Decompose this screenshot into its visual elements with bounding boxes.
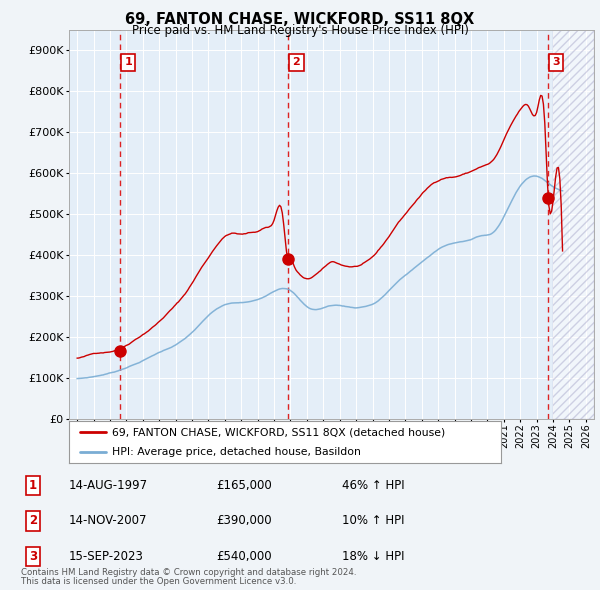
Text: 1: 1 bbox=[29, 479, 37, 492]
Bar bbox=[553, 30, 594, 419]
Text: £165,000: £165,000 bbox=[216, 479, 272, 492]
Text: 2: 2 bbox=[29, 514, 37, 527]
Text: 14-NOV-2007: 14-NOV-2007 bbox=[69, 514, 148, 527]
Text: 10% ↑ HPI: 10% ↑ HPI bbox=[342, 514, 404, 527]
Text: HPI: Average price, detached house, Basildon: HPI: Average price, detached house, Basi… bbox=[112, 447, 361, 457]
Text: 46% ↑ HPI: 46% ↑ HPI bbox=[342, 479, 404, 492]
Text: 1: 1 bbox=[124, 57, 132, 67]
Text: 3: 3 bbox=[552, 57, 560, 67]
Text: £540,000: £540,000 bbox=[216, 550, 272, 563]
Text: 14-AUG-1997: 14-AUG-1997 bbox=[69, 479, 148, 492]
Text: £390,000: £390,000 bbox=[216, 514, 272, 527]
Text: 18% ↓ HPI: 18% ↓ HPI bbox=[342, 550, 404, 563]
Text: 3: 3 bbox=[29, 550, 37, 563]
Text: 69, FANTON CHASE, WICKFORD, SS11 8QX (detached house): 69, FANTON CHASE, WICKFORD, SS11 8QX (de… bbox=[112, 427, 445, 437]
Text: This data is licensed under the Open Government Licence v3.0.: This data is licensed under the Open Gov… bbox=[21, 577, 296, 586]
Text: Price paid vs. HM Land Registry's House Price Index (HPI): Price paid vs. HM Land Registry's House … bbox=[131, 24, 469, 37]
Text: Contains HM Land Registry data © Crown copyright and database right 2024.: Contains HM Land Registry data © Crown c… bbox=[21, 568, 356, 577]
Text: 2: 2 bbox=[292, 57, 300, 67]
Text: 15-SEP-2023: 15-SEP-2023 bbox=[69, 550, 144, 563]
Text: 69, FANTON CHASE, WICKFORD, SS11 8QX: 69, FANTON CHASE, WICKFORD, SS11 8QX bbox=[125, 12, 475, 27]
